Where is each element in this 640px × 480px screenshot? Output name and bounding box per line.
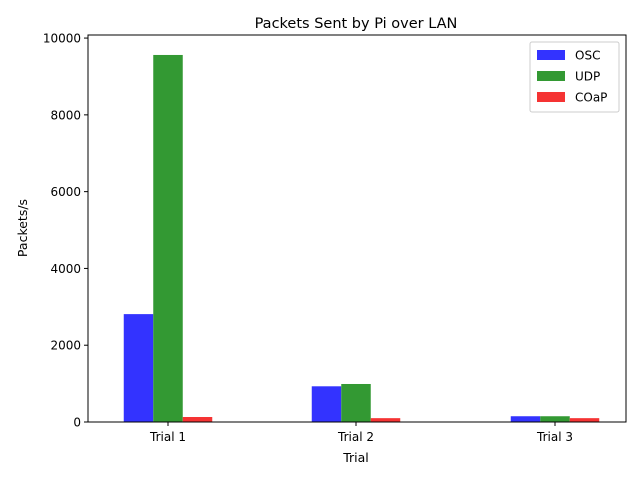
x-tick-label: Trial 2 <box>337 430 374 444</box>
bar-osc-1 <box>123 314 154 422</box>
y-tick-label: 6000 <box>50 185 81 199</box>
bar-osc-2 <box>311 386 342 422</box>
bar-coap-1 <box>182 417 213 422</box>
x-axis: Trial 1 Trial 2 Trial 3 <box>149 422 573 444</box>
y-tick-label: 2000 <box>50 339 81 353</box>
plot-frame <box>87 34 627 423</box>
bar-udp-3 <box>540 416 570 422</box>
legend-swatch-coap <box>537 92 565 102</box>
y-tick-label: 10000 <box>43 32 81 46</box>
x-tick-label: Trial 1 <box>149 430 186 444</box>
bars-group <box>123 54 600 422</box>
bar-udp-2 <box>341 383 371 422</box>
bar-coap-3 <box>569 418 600 422</box>
legend-swatch-udp <box>537 71 565 81</box>
bar-coap-2 <box>370 418 401 422</box>
legend: OSC UDP COaP <box>529 41 620 113</box>
legend-label-coap: COaP <box>575 91 607 105</box>
y-tick-label: 0 <box>73 416 81 430</box>
y-tick-label: 4000 <box>50 262 81 276</box>
legend-swatch-osc <box>537 50 565 60</box>
x-tick-label: Trial 3 <box>536 430 573 444</box>
y-tick-label: 8000 <box>50 108 81 122</box>
x-axis-label: Trial <box>342 450 369 465</box>
bar-udp-1 <box>153 54 183 422</box>
legend-label-udp: UDP <box>575 70 600 84</box>
y-axis-label: Packets/s <box>15 199 30 257</box>
legend-label-osc: OSC <box>575 49 600 63</box>
bar-osc-3 <box>510 416 541 422</box>
chart-title: Packets Sent by Pi over LAN <box>255 16 458 32</box>
y-axis: 0 2000 4000 6000 8000 10000 <box>43 32 88 430</box>
